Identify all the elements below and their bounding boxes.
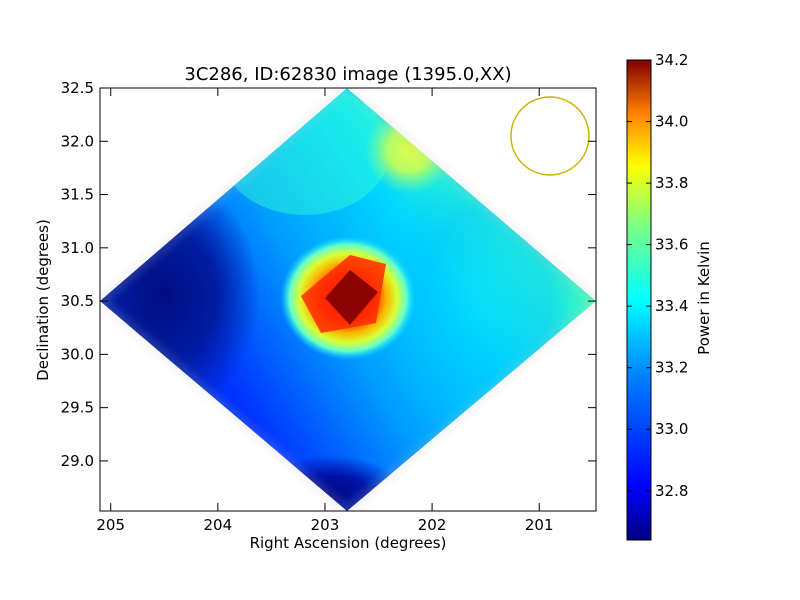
x-axis-label: Right Ascension (degrees) [250,534,447,552]
x-axis-ticks: 205 204 203 202 201 [96,88,554,534]
y-tick-label: 29.5 [61,399,94,417]
colorbar-frame [626,59,652,541]
y-tick-label: 30.5 [61,292,94,310]
beam-circle [510,96,590,176]
chart-title: 3C286, ID:62830 image (1395.0,XX) [184,64,511,85]
x-tick-label: 205 [96,516,125,534]
colorbar-tick-label: 34.2 [655,51,688,69]
colorbar-tick-label: 33.6 [655,236,688,254]
x-tick-label: 201 [525,516,554,534]
y-axis-ticks: 32.5 32.0 31.5 31.0 30.5 30.0 29.5 29.0 [61,79,596,470]
colorbar-label: Power in Kelvin [695,241,713,355]
y-axis-label: Declination (degrees) [34,219,52,381]
colorbar-tick-label: 33.2 [655,359,688,377]
x-tick-label: 204 [204,516,233,534]
colorbar-tick-label: 32.8 [655,482,688,500]
colorbar-tick-label: 34.0 [655,113,688,131]
y-tick-label: 32.0 [61,132,94,150]
colorbar-fill [627,60,651,540]
x-tick-label: 202 [418,516,447,534]
y-tick-label: 30.0 [61,345,94,363]
colorbar-tick-label: 33.4 [655,297,688,315]
image-edge [100,88,596,511]
plot-area: 205 204 203 202 201 32.5 32.0 31.5 31.0 30.5 30.0… [61,79,597,534]
y-tick-label: 29.0 [61,452,94,470]
colorbar-tick-label: 33.8 [655,174,688,192]
colorbar-ticks: 32.8 33.0 33.2 33.4 33.6 33.8 34.0 34.2 [627,51,688,500]
plot-frame [99,87,597,512]
y-tick-label: 31.0 [61,239,94,257]
colorbar-tick-label: 33.0 [655,420,688,438]
colorbar: 32.8 33.0 33.2 33.4 33.6 33.8 34.0 34.2 Power i… [626,51,713,541]
x-tick-label: 203 [311,516,340,534]
y-tick-label: 31.5 [61,186,94,204]
y-tick-label: 32.5 [61,79,94,97]
